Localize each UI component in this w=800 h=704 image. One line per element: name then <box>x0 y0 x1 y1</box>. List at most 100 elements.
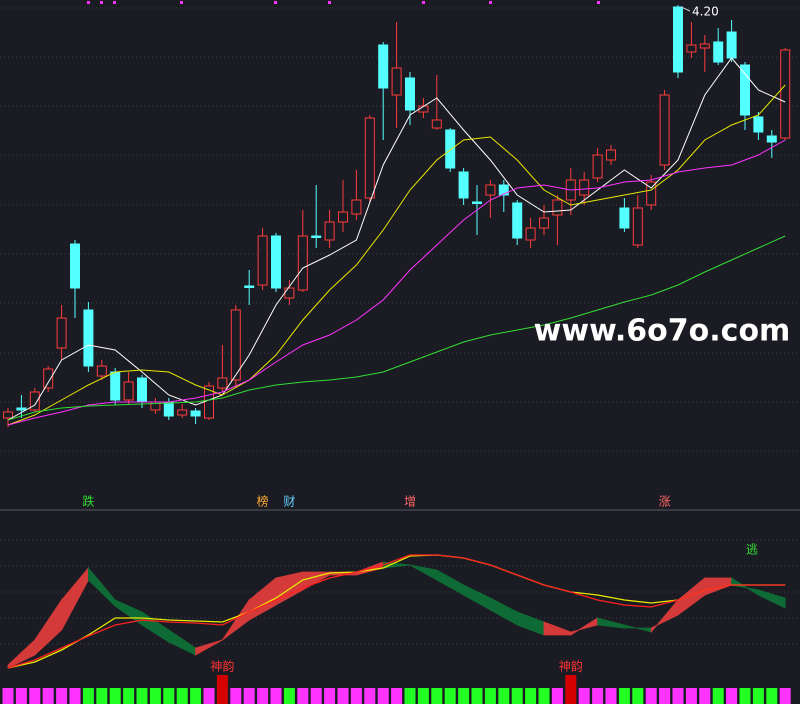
candle-body <box>123 381 134 401</box>
signal-bar <box>779 688 791 704</box>
signal-bar <box>337 688 349 704</box>
indicator-line <box>7 554 786 669</box>
signal-bar <box>203 688 215 704</box>
signal-bar <box>42 688 54 704</box>
candle-body <box>766 135 777 143</box>
signal-bar <box>310 688 322 704</box>
signal-bar <box>525 688 537 704</box>
marker <box>180 1 183 4</box>
candle-body <box>244 285 255 288</box>
signal-bar <box>484 688 496 704</box>
marker <box>328 1 331 4</box>
signal-bar <box>136 688 148 704</box>
signal-bar <box>444 688 456 704</box>
candle-body <box>458 171 469 199</box>
candle-body <box>257 235 268 286</box>
moving-average <box>7 139 786 426</box>
signal-bar <box>431 688 443 704</box>
candle-body <box>699 43 710 49</box>
marker <box>87 1 90 4</box>
signal-bar <box>257 688 269 704</box>
signal-bar <box>498 688 510 704</box>
signal-bar <box>176 688 188 704</box>
signal-bar <box>15 688 27 704</box>
signal-name: 神韵 <box>559 659 583 674</box>
candle-body <box>284 287 295 299</box>
signal-bar <box>69 688 81 704</box>
candle-body <box>230 309 241 381</box>
indicator-line <box>7 554 786 669</box>
candle-body <box>431 119 442 129</box>
candle-body <box>3 411 13 419</box>
candle-body <box>56 317 67 349</box>
signal-bar <box>96 688 108 704</box>
signal-label: 增 <box>404 495 416 509</box>
signal-bar <box>511 688 523 704</box>
signal-bar <box>149 688 161 704</box>
signal-bar <box>29 688 41 704</box>
ribbon-segment <box>195 639 223 656</box>
candle-body <box>485 184 496 196</box>
signal-bar <box>565 675 577 704</box>
ribbon-segment <box>758 589 786 609</box>
signal-bar <box>350 688 362 704</box>
signal-label: 财 <box>283 495 295 509</box>
signal-bar <box>163 688 175 704</box>
signal-bar <box>391 688 403 704</box>
escape-label: 逃 <box>746 543 758 557</box>
signal-name: 神韵 <box>210 659 234 674</box>
candle-body <box>498 184 509 196</box>
signal-bar <box>645 688 657 704</box>
signal-bar <box>377 688 389 704</box>
marker <box>422 1 425 4</box>
candle-body <box>512 202 523 239</box>
signal-label: 跌 <box>82 494 94 509</box>
signal-bar <box>739 688 751 704</box>
signal-bar <box>270 688 282 704</box>
candle-body <box>579 179 590 196</box>
candle-body <box>378 44 389 89</box>
signal-bar <box>726 688 738 704</box>
signal-bar <box>618 688 630 704</box>
candle-body <box>297 235 308 291</box>
candle-body <box>539 217 549 229</box>
candle-body <box>29 391 40 411</box>
signal-bar <box>592 688 604 704</box>
candle-body <box>592 154 603 179</box>
candle-body <box>217 377 228 389</box>
signal-bar <box>82 688 94 704</box>
candle-body <box>606 149 616 161</box>
candle-body <box>780 49 791 139</box>
signal-bar <box>2 688 14 704</box>
signal-label: 榜 <box>257 494 269 509</box>
candle-body <box>96 365 107 377</box>
signal-bar <box>283 688 295 704</box>
signal-bar <box>190 688 202 704</box>
candle-body <box>351 199 362 215</box>
candle-body <box>552 199 563 216</box>
marker <box>274 1 277 4</box>
signal-bar <box>417 688 429 704</box>
signal-bar <box>672 688 684 704</box>
candle-body <box>83 309 94 367</box>
candle-body <box>324 221 335 241</box>
top-markers <box>87 1 600 4</box>
signal-bar <box>109 688 121 704</box>
candle-body <box>110 371 121 401</box>
signal-bar <box>123 688 135 704</box>
signal-bar <box>230 688 242 704</box>
signal-bar <box>659 688 671 704</box>
signal-bar <box>712 688 724 704</box>
candle-body <box>632 207 643 246</box>
candle-body <box>177 409 188 416</box>
signal-bar <box>699 688 711 704</box>
signal-bar <box>538 688 550 704</box>
marker <box>597 1 600 4</box>
candle-body <box>713 41 724 63</box>
signal-bar <box>243 688 255 704</box>
candle-body <box>364 117 375 199</box>
marker <box>100 1 103 4</box>
candle-body <box>673 6 683 73</box>
moving-average <box>7 84 786 426</box>
